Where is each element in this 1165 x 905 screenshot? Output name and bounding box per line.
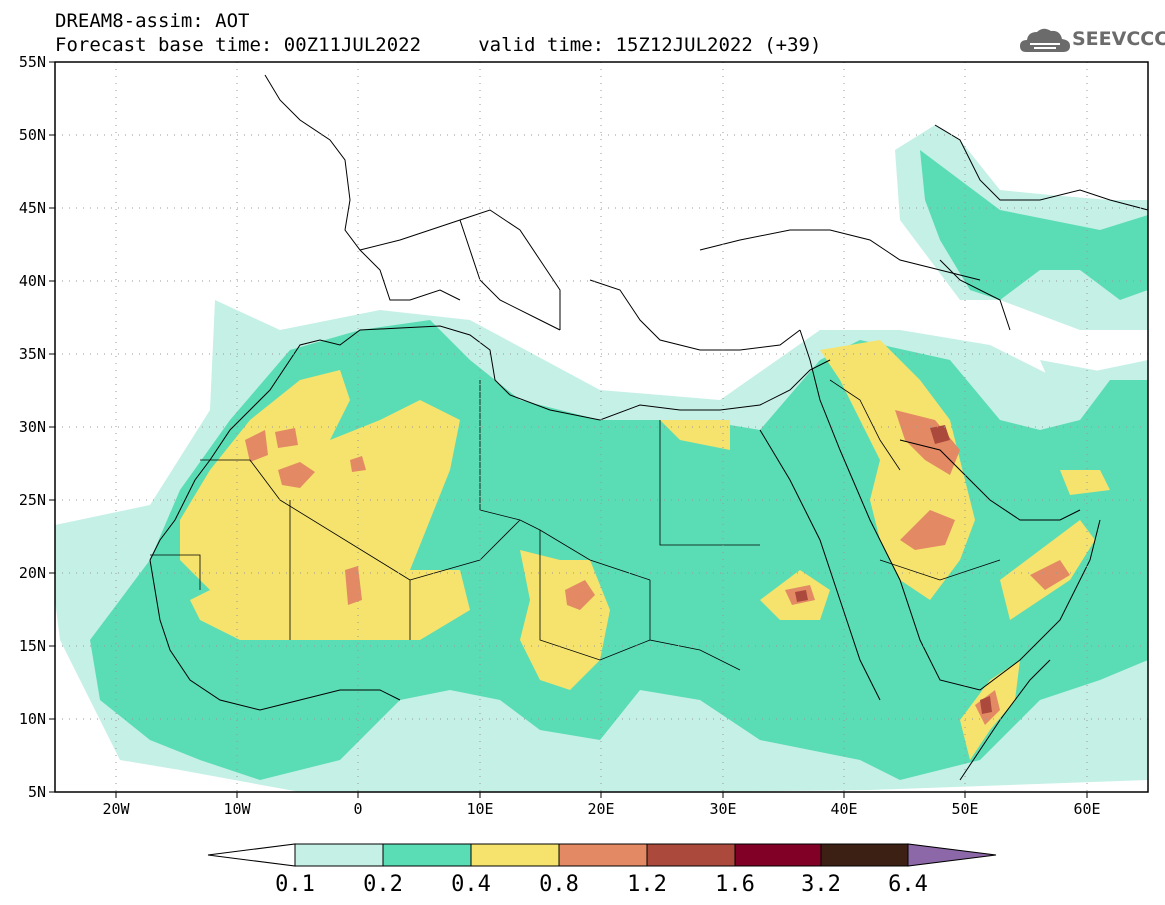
lat-label: 25N — [19, 491, 46, 509]
colorbar-label: 1.6 — [715, 872, 755, 897]
aot-zone-extreme — [930, 425, 950, 444]
lat-label: 5N — [28, 783, 46, 801]
cloud-icon — [1020, 28, 1070, 52]
colorbar-label: 0.4 — [451, 872, 491, 897]
colorbar-swatch — [646, 843, 736, 867]
colorbar-swatch — [470, 843, 560, 867]
colorbar-swatch — [558, 843, 648, 867]
lat-labels: 55N 50N 45N 40N 35N 30N 25N 20N 15N 10N … — [19, 53, 46, 801]
colorbar — [207, 843, 997, 867]
lat-label: 10N — [19, 710, 46, 728]
lat-label: 20N — [19, 564, 46, 582]
lat-label: 50N — [19, 126, 46, 144]
lat-label: 40N — [19, 272, 46, 290]
aot-zone-veryhigh — [350, 456, 366, 472]
lat-label: 45N — [19, 199, 46, 217]
aot-zone-veryhigh — [1030, 560, 1070, 590]
aot-zone-veryhigh — [278, 462, 315, 488]
lat-label: 30N — [19, 418, 46, 436]
lon-label: 60E — [1073, 800, 1100, 818]
coastlines — [149, 74, 1148, 781]
aot-zone-high — [660, 420, 730, 450]
aot-zone-extreme — [980, 696, 992, 714]
colorbar-label: 0.1 — [275, 872, 315, 897]
map-title: DREAM8-assim: AOT — [55, 10, 250, 32]
colorbar-swatch — [734, 843, 822, 867]
colorbar-label: 0.8 — [539, 872, 579, 897]
lon-label: 10W — [223, 800, 251, 818]
colorbar-swatch — [382, 843, 472, 867]
aot-zone-veryhigh — [245, 430, 268, 462]
lat-label: 55N — [19, 53, 46, 71]
graticule — [55, 62, 1148, 792]
aot-zone-mid — [920, 150, 1148, 300]
aot-zone-veryhigh — [565, 580, 595, 610]
lat-label: 35N — [19, 345, 46, 363]
lon-label: 50E — [951, 800, 978, 818]
aot-zone-veryhigh — [345, 566, 362, 605]
aot-zone-veryhigh — [900, 510, 955, 550]
lon-labels: 20W 10W 0 10E 20E 30E 40E 50E 60E — [102, 800, 1100, 818]
forecast-times: Forecast base time: 00Z11JUL2022 valid t… — [55, 34, 822, 56]
colorbar-label: 3.2 — [801, 872, 841, 897]
colorbar-swatch — [820, 843, 909, 867]
country-borders — [150, 379, 1001, 671]
tick-marks — [49, 61, 1088, 798]
lon-label: 20W — [102, 800, 130, 818]
aot-zone-veryhigh — [895, 410, 960, 475]
lon-label: 30E — [709, 800, 736, 818]
lon-label: 40E — [830, 800, 857, 818]
colorbar-label: 0.2 — [363, 872, 403, 897]
colorbar-arrow-high — [907, 843, 997, 867]
aot-zone-high — [1060, 470, 1110, 495]
colorbar-swatch — [294, 843, 384, 867]
lat-label: 15N — [19, 637, 46, 655]
colorbar-label: 6.4 — [888, 872, 928, 897]
lon-label: 20E — [587, 800, 614, 818]
aot-zone-veryhigh — [275, 428, 298, 448]
lon-label: 0 — [353, 800, 362, 818]
lon-label: 10E — [466, 800, 493, 818]
colorbar-label: 1.2 — [627, 872, 667, 897]
colorbar-arrow-low — [207, 843, 296, 867]
aot-zone-extreme — [795, 590, 808, 602]
logo-text: SEEVCCC — [1072, 28, 1165, 50]
